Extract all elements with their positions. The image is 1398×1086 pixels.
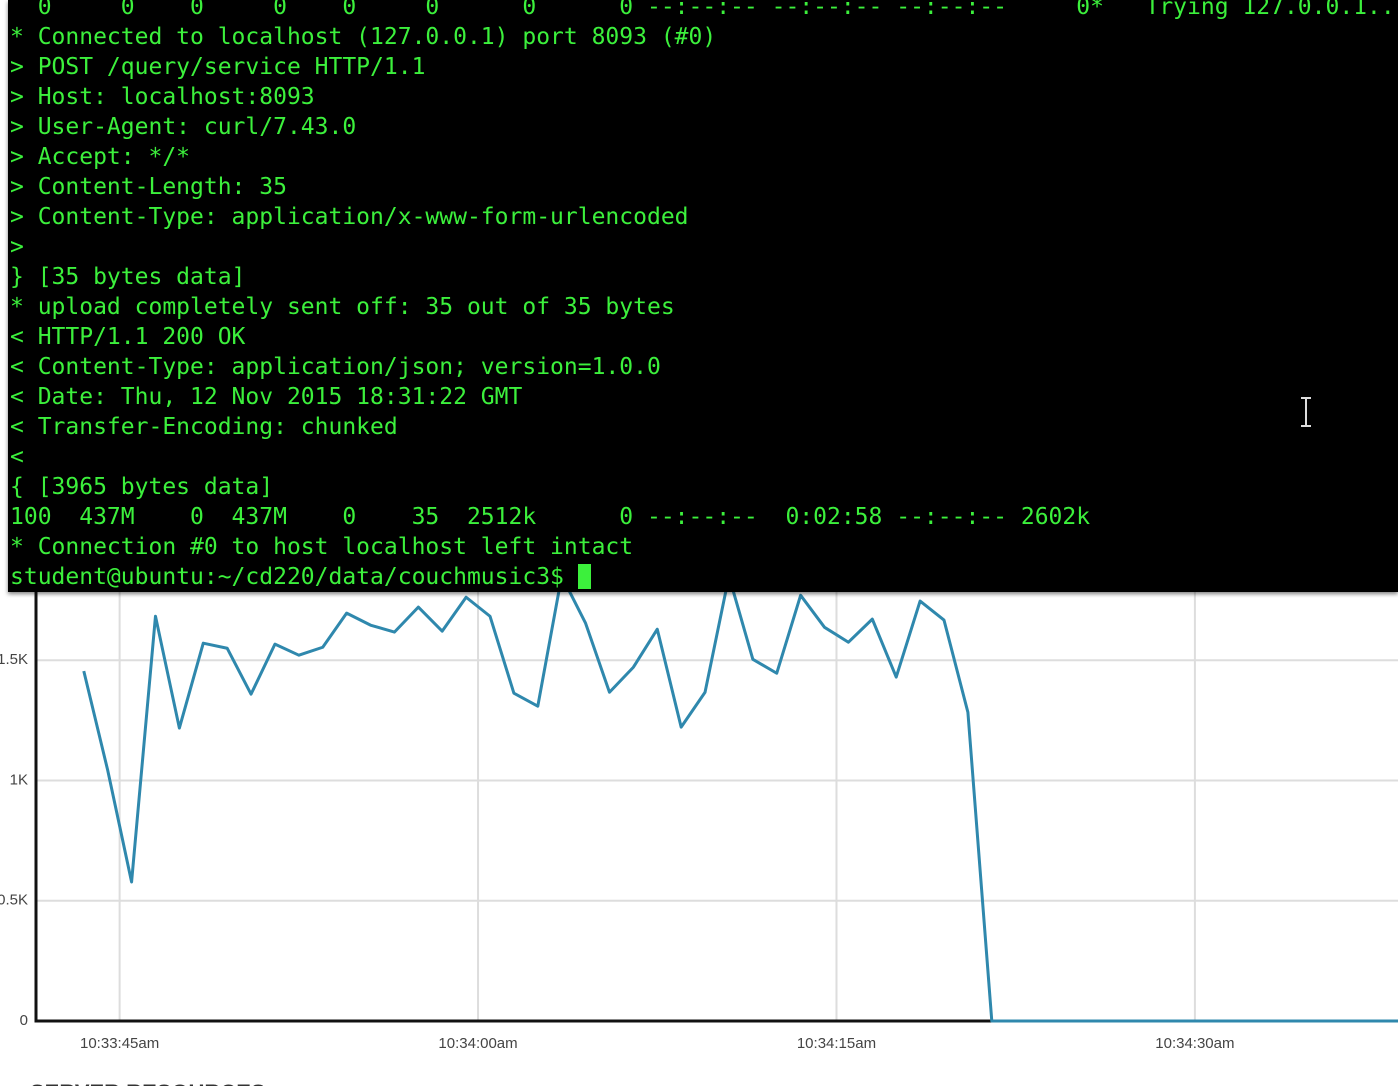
block-cursor <box>577 564 591 589</box>
terminal-line: > User-Agent: curl/7.43.0 <box>10 114 357 140</box>
terminal-line: < <box>10 444 24 470</box>
terminal-line: < Date: Thu, 12 Nov 2015 18:31:22 GMT <box>10 384 523 410</box>
y-tick-label: 1K <box>10 771 28 788</box>
y-tick-label: 1.5K <box>0 651 28 668</box>
terminal-line: * Connection #0 to host localhost left i… <box>10 534 634 560</box>
terminal-line: student@ubuntu:~/cd220/data/couchmusic3$ <box>10 562 1398 592</box>
y-tick-label: 0 <box>20 1012 28 1029</box>
terminal-line: { [3965 bytes data] <box>10 474 274 500</box>
x-tick-label: 10:33:45am <box>80 1035 159 1052</box>
data-line <box>82 574 1398 1023</box>
section-heading: SERVER RESOURCES <box>30 1080 266 1086</box>
terminal-line: > Accept: */* <box>10 144 191 170</box>
terminal-line: * upload completely sent off: 35 out of … <box>10 294 675 320</box>
terminal-line: > Content-Type: application/x-www-form-u… <box>10 204 689 230</box>
x-tick-label: 10:34:15am <box>797 1035 876 1052</box>
terminal-line: < Content-Type: application/json; versio… <box>10 354 661 380</box>
terminal-line: > Host: localhost:8093 <box>10 84 315 110</box>
terminal-line: < HTTP/1.1 200 OK <box>10 324 246 350</box>
terminal-line: 100 437M 0 437M 0 35 2512k 0 --:--:-- 0:… <box>10 504 1091 530</box>
terminal-line: * Connected to localhost (127.0.0.1) por… <box>10 24 717 50</box>
terminal-line: } [35 bytes data] <box>10 264 246 290</box>
terminal-line: > <box>10 234 24 260</box>
terminal-line: > Content-Length: 35 <box>10 174 287 200</box>
text-cursor <box>1301 397 1311 427</box>
terminal-line: > POST /query/service HTTP/1.1 <box>10 54 426 80</box>
terminal-output: 0 0 0 0 0 0 0 0 --:--:-- --:--:-- --:--:… <box>10 0 1398 592</box>
terminal-window[interactable]: 0 0 0 0 0 0 0 0 --:--:-- --:--:-- --:--:… <box>8 0 1398 592</box>
x-tick-label: 10:34:30am <box>1155 1035 1234 1052</box>
terminal-line: 0 0 0 0 0 0 0 0 --:--:-- --:--:-- --:--:… <box>10 0 1398 20</box>
y-tick-label: 0.5K <box>0 892 28 909</box>
terminal-line: < Transfer-Encoding: chunked <box>10 414 398 440</box>
x-tick-label: 10:34:00am <box>438 1035 517 1052</box>
